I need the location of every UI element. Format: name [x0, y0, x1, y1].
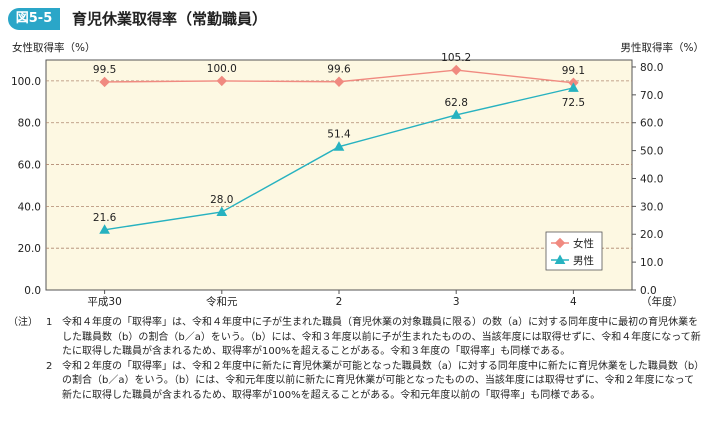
data-label: 62.8 [445, 97, 468, 109]
figure-number-badge: 図5-5 [8, 8, 60, 30]
line-chart: 0.0 20.0 40.0 60.0 80.0 100.0 0.0 10.0 20.0 30.0 4… [11, 41, 704, 308]
y-axis-label-right: 男性取得率（%） [621, 41, 704, 54]
data-label: 21.6 [93, 212, 117, 224]
axes: 0.0 20.0 40.0 60.0 80.0 100.0 0.0 10.0 20.0 30.0 4… [11, 41, 704, 308]
footnote: 2 令和２年度の「取得率」は、令和２年度中に新たに育児休業が可能となった職員数（… [8, 360, 702, 404]
footnotes: （注） 1 令和４年度の「取得率」は、令和４年度中に子が生まれた職員（育児休業の… [8, 316, 702, 403]
y-tick-label-right: 80.0 [640, 62, 663, 74]
plot-area [45, 59, 633, 291]
data-label: 99.5 [93, 64, 116, 76]
x-tick-label: 2 [336, 296, 343, 308]
data-label: 99.6 [327, 64, 351, 76]
x-tick-label: 4 [570, 296, 577, 308]
data-label: 105.2 [441, 52, 471, 64]
y-tick-label-right: 0.0 [640, 285, 657, 297]
data-point [568, 82, 579, 92]
y-axis-label-left: 女性取得率（%） [12, 41, 95, 54]
data-point [216, 75, 228, 87]
y-tick-label-left: 100.0 [11, 76, 41, 88]
data-label: 99.1 [562, 65, 585, 77]
x-tick-label: 平成30 [87, 296, 121, 308]
data-label: 51.4 [327, 129, 351, 141]
data-label: 28.0 [210, 194, 233, 206]
legend-label: 男性 [573, 254, 594, 267]
figure-title: 育児休業取得率（常勤職員） [72, 10, 268, 28]
data-point [333, 141, 345, 151]
y-tick-label-left: 80.0 [18, 118, 41, 130]
legend-label: 女性 [573, 237, 594, 250]
y-tick-label-left: 40.0 [18, 201, 41, 213]
data-point [216, 206, 228, 216]
y-tick-label-left: 20.0 [18, 243, 41, 255]
series-lines [99, 64, 579, 234]
legend-marker [554, 237, 566, 249]
x-axis-unit: （年度） [641, 295, 683, 308]
footnote-mark-spacer [8, 360, 46, 404]
y-tick-label-right: 30.0 [640, 201, 663, 213]
y-tick-label-right: 70.0 [640, 90, 663, 102]
data-label: 100.0 [207, 63, 237, 75]
data-point [450, 64, 462, 76]
data-labels: 99.5 100.0 99.6 105.2 99.1 21.6 28.0 51.4 62.8 72… [93, 52, 585, 224]
x-tick-label: 3 [453, 296, 460, 308]
y-tick-label-right: 20.0 [640, 229, 663, 241]
footnote-text: 令和２年度の「取得率」は、令和２年度中に新たに育児休業が可能となった職員数（a）… [62, 360, 700, 401]
footnote-number: 1 [46, 317, 53, 328]
y-tick-label-left: 60.0 [18, 160, 41, 172]
footnote: （注） 1 令和４年度の「取得率」は、令和４年度中に子が生まれた職員（育児休業の… [8, 316, 702, 360]
y-tick-label-right: 40.0 [640, 173, 663, 185]
data-point [450, 109, 462, 119]
footnote-mark: （注） [8, 317, 38, 328]
data-point [333, 76, 345, 87]
data-label: 72.5 [562, 97, 585, 109]
y-tick-label-right: 10.0 [640, 257, 663, 269]
data-point [99, 224, 110, 234]
footnote-number: 2 [46, 360, 53, 372]
y-tick-label-right: 60.0 [640, 118, 663, 130]
footnote-text: 令和４年度の「取得率」は、令和４年度中に子が生まれた職員（育児休業の対象職員に限… [62, 317, 701, 357]
data-point [99, 76, 110, 88]
y-tick-label-left: 0.0 [24, 285, 41, 297]
x-tick-label: 令和元 [206, 295, 238, 308]
y-tick-label-right: 50.0 [640, 146, 663, 158]
legend-marker [554, 254, 566, 264]
